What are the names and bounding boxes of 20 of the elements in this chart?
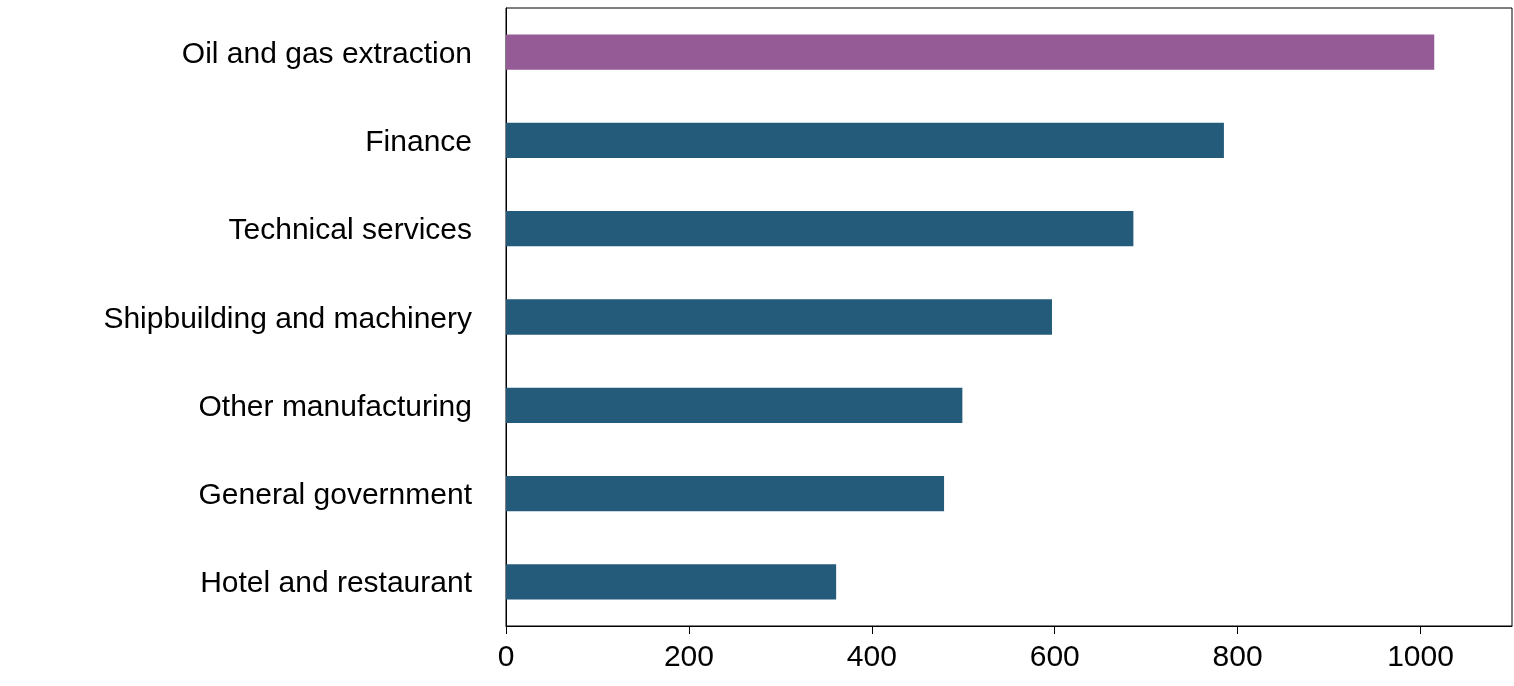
x-tick-label: 600 [1029, 638, 1080, 672]
x-tick-label: 400 [846, 638, 897, 672]
bar [506, 122, 1224, 159]
x-tick-label: 0 [497, 638, 515, 672]
y-tick-label: Shipbuilding and machinery [103, 300, 472, 334]
bar [506, 299, 1052, 335]
x-tick-label: 1000 [1387, 638, 1454, 672]
y-tick-label: General government [198, 477, 473, 511]
y-tick-label: Technical services [228, 212, 472, 246]
bar [506, 564, 837, 600]
y-tick-label: Other manufacturing [198, 388, 472, 422]
y-tick-label: Oil and gas extraction [181, 35, 472, 69]
bar [506, 387, 963, 423]
x-tick-label: 800 [1212, 638, 1263, 672]
bar [506, 475, 945, 512]
y-tick-label: Finance [365, 123, 472, 157]
bar [506, 211, 1134, 247]
x-tick-label: 200 [663, 638, 714, 672]
bar [506, 34, 1435, 70]
y-tick-label: Hotel and restaurant [200, 565, 473, 599]
